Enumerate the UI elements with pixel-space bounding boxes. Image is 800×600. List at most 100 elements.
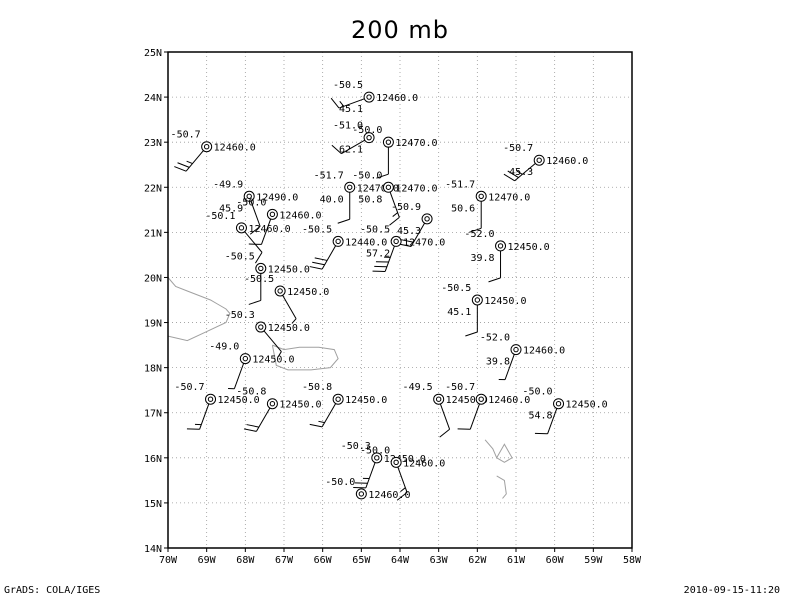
wind-barb-half-flag (186, 160, 193, 165)
height-label: 12470.0 (395, 138, 437, 149)
dewpoint-label: 45.1 (339, 104, 363, 115)
wind-barb-half-flag (392, 212, 398, 217)
tick-label-lat: 22N (144, 183, 162, 194)
tick-label-lon: 62W (468, 555, 487, 566)
station-circle (475, 190, 487, 202)
station-plot: -50.0 12470.0 (352, 125, 438, 179)
station-circle-inner (536, 157, 542, 163)
station-plot: -51.0 62.1 (331, 121, 375, 156)
wind-barb-flag (246, 424, 260, 428)
temperature-label: -50.5 (244, 274, 274, 285)
station-circle (471, 294, 483, 306)
temperature-label: -51.7 (314, 170, 344, 181)
dewpoint-label: 39.8 (486, 357, 510, 368)
station-circle (332, 235, 344, 247)
station-circle (363, 132, 375, 144)
tick-label-lon: 61W (507, 555, 526, 566)
station-circle (475, 393, 487, 405)
dewpoint-label: 45.3 (509, 167, 533, 178)
height-label: 12450.0 (218, 395, 260, 406)
height-label: 12450.0 (446, 395, 488, 406)
station-circle (243, 190, 255, 202)
station-circle (201, 141, 213, 153)
station-circle-inner (238, 225, 245, 231)
tick-label-lon: 59W (584, 555, 603, 566)
wind-barb-flag (507, 170, 519, 178)
station-circle (274, 285, 286, 297)
temperature-label: -50.5 (225, 251, 255, 262)
tick-label-lat: 14N (144, 544, 162, 555)
station-circle (371, 452, 383, 464)
station-circle-inner (258, 324, 264, 330)
footer-credit: GrADS: COLA/IGES (4, 585, 101, 596)
tick-label-lon: 68W (236, 555, 255, 566)
station-plot: -50.3 12450.0 (341, 441, 426, 489)
temperature-label: -51.0 (333, 121, 363, 132)
station-circle-inner (269, 401, 276, 407)
height-label: 12470.0 (488, 192, 530, 203)
station-plot: -50.9 45.3 (391, 202, 433, 248)
station-plot: -52.0 12460.0 39.8 (480, 333, 565, 381)
temperature-label: -50.7 (174, 382, 204, 393)
height-label: 12490.0 (256, 192, 298, 203)
station-circle (382, 136, 394, 148)
tick-label-lon: 64W (391, 555, 410, 566)
wind-barb-flag (309, 266, 323, 270)
wind-barb-half-flag (400, 487, 406, 493)
height-label: 12440.0 (345, 237, 387, 248)
dewpoint-label: 50.6 (451, 203, 475, 214)
temperature-label: -50.0 (522, 387, 552, 398)
wind-barb-flag (314, 257, 328, 261)
wind-barb-flag (337, 218, 350, 224)
station-circle (332, 393, 344, 405)
station-circle-inner (385, 139, 392, 145)
wind-barb-flag (312, 261, 325, 266)
temperature-label: -50.5 (333, 80, 363, 91)
height-label: 12450.0 (508, 242, 550, 253)
station-circle-inner (203, 143, 210, 150)
height-label: 12470.0 (357, 183, 399, 194)
height-label: 12460.0 (368, 490, 410, 501)
dewpoint-label: 45.9 (219, 203, 243, 214)
station-circle-inner (358, 491, 365, 497)
station-plot: -51.7 12470.0 40.0 (314, 170, 399, 224)
temperature-label: -50.3 (225, 310, 255, 321)
station-circle-inner (246, 193, 252, 199)
station-circle (553, 398, 565, 410)
tick-label-lon: 58W (623, 555, 642, 566)
height-label: 12460.0 (376, 93, 418, 104)
station-circle (266, 398, 278, 410)
station-plot: -49.0 12450.0 (209, 342, 294, 390)
temperature-label: -49.5 (403, 382, 433, 393)
station-plot: -51.7 12470.0 50.6 (445, 179, 530, 233)
station-plot: -50.7 12450.0 (174, 382, 260, 430)
station-plot: -50.5 12450.0 (244, 274, 329, 324)
wind-barb-flag (243, 428, 257, 432)
wind-barb-flag (376, 173, 389, 179)
coastline (167, 277, 231, 342)
station-circle-inner (374, 455, 380, 461)
tick-label-lon: 63W (430, 555, 449, 566)
wind-barb-flag (488, 277, 501, 283)
height-label: 12460.0 (214, 143, 256, 154)
station-circle-inner (385, 184, 392, 190)
station-circle (390, 456, 402, 468)
wind-barb-flag (330, 97, 340, 109)
temperature-label: -50.7 (171, 130, 201, 141)
station-plot: -50.3 12450.0 (225, 310, 310, 358)
temperature-label: -50.5 (302, 224, 332, 235)
tick-label-lon: 60W (546, 555, 565, 566)
station-circle (495, 240, 507, 252)
temperature-label: -50.0 (236, 197, 266, 208)
station-circle-inner (242, 355, 249, 362)
wind-barb-flag (389, 216, 400, 226)
wind-barb-flag (309, 423, 323, 428)
temperature-label: -50.8 (236, 387, 266, 398)
coastline (271, 344, 339, 371)
tick-label-lon: 65W (352, 555, 371, 566)
wind-barb-flag (465, 331, 478, 337)
station-circle-inner (474, 297, 481, 303)
station-circle-inner (478, 396, 484, 402)
